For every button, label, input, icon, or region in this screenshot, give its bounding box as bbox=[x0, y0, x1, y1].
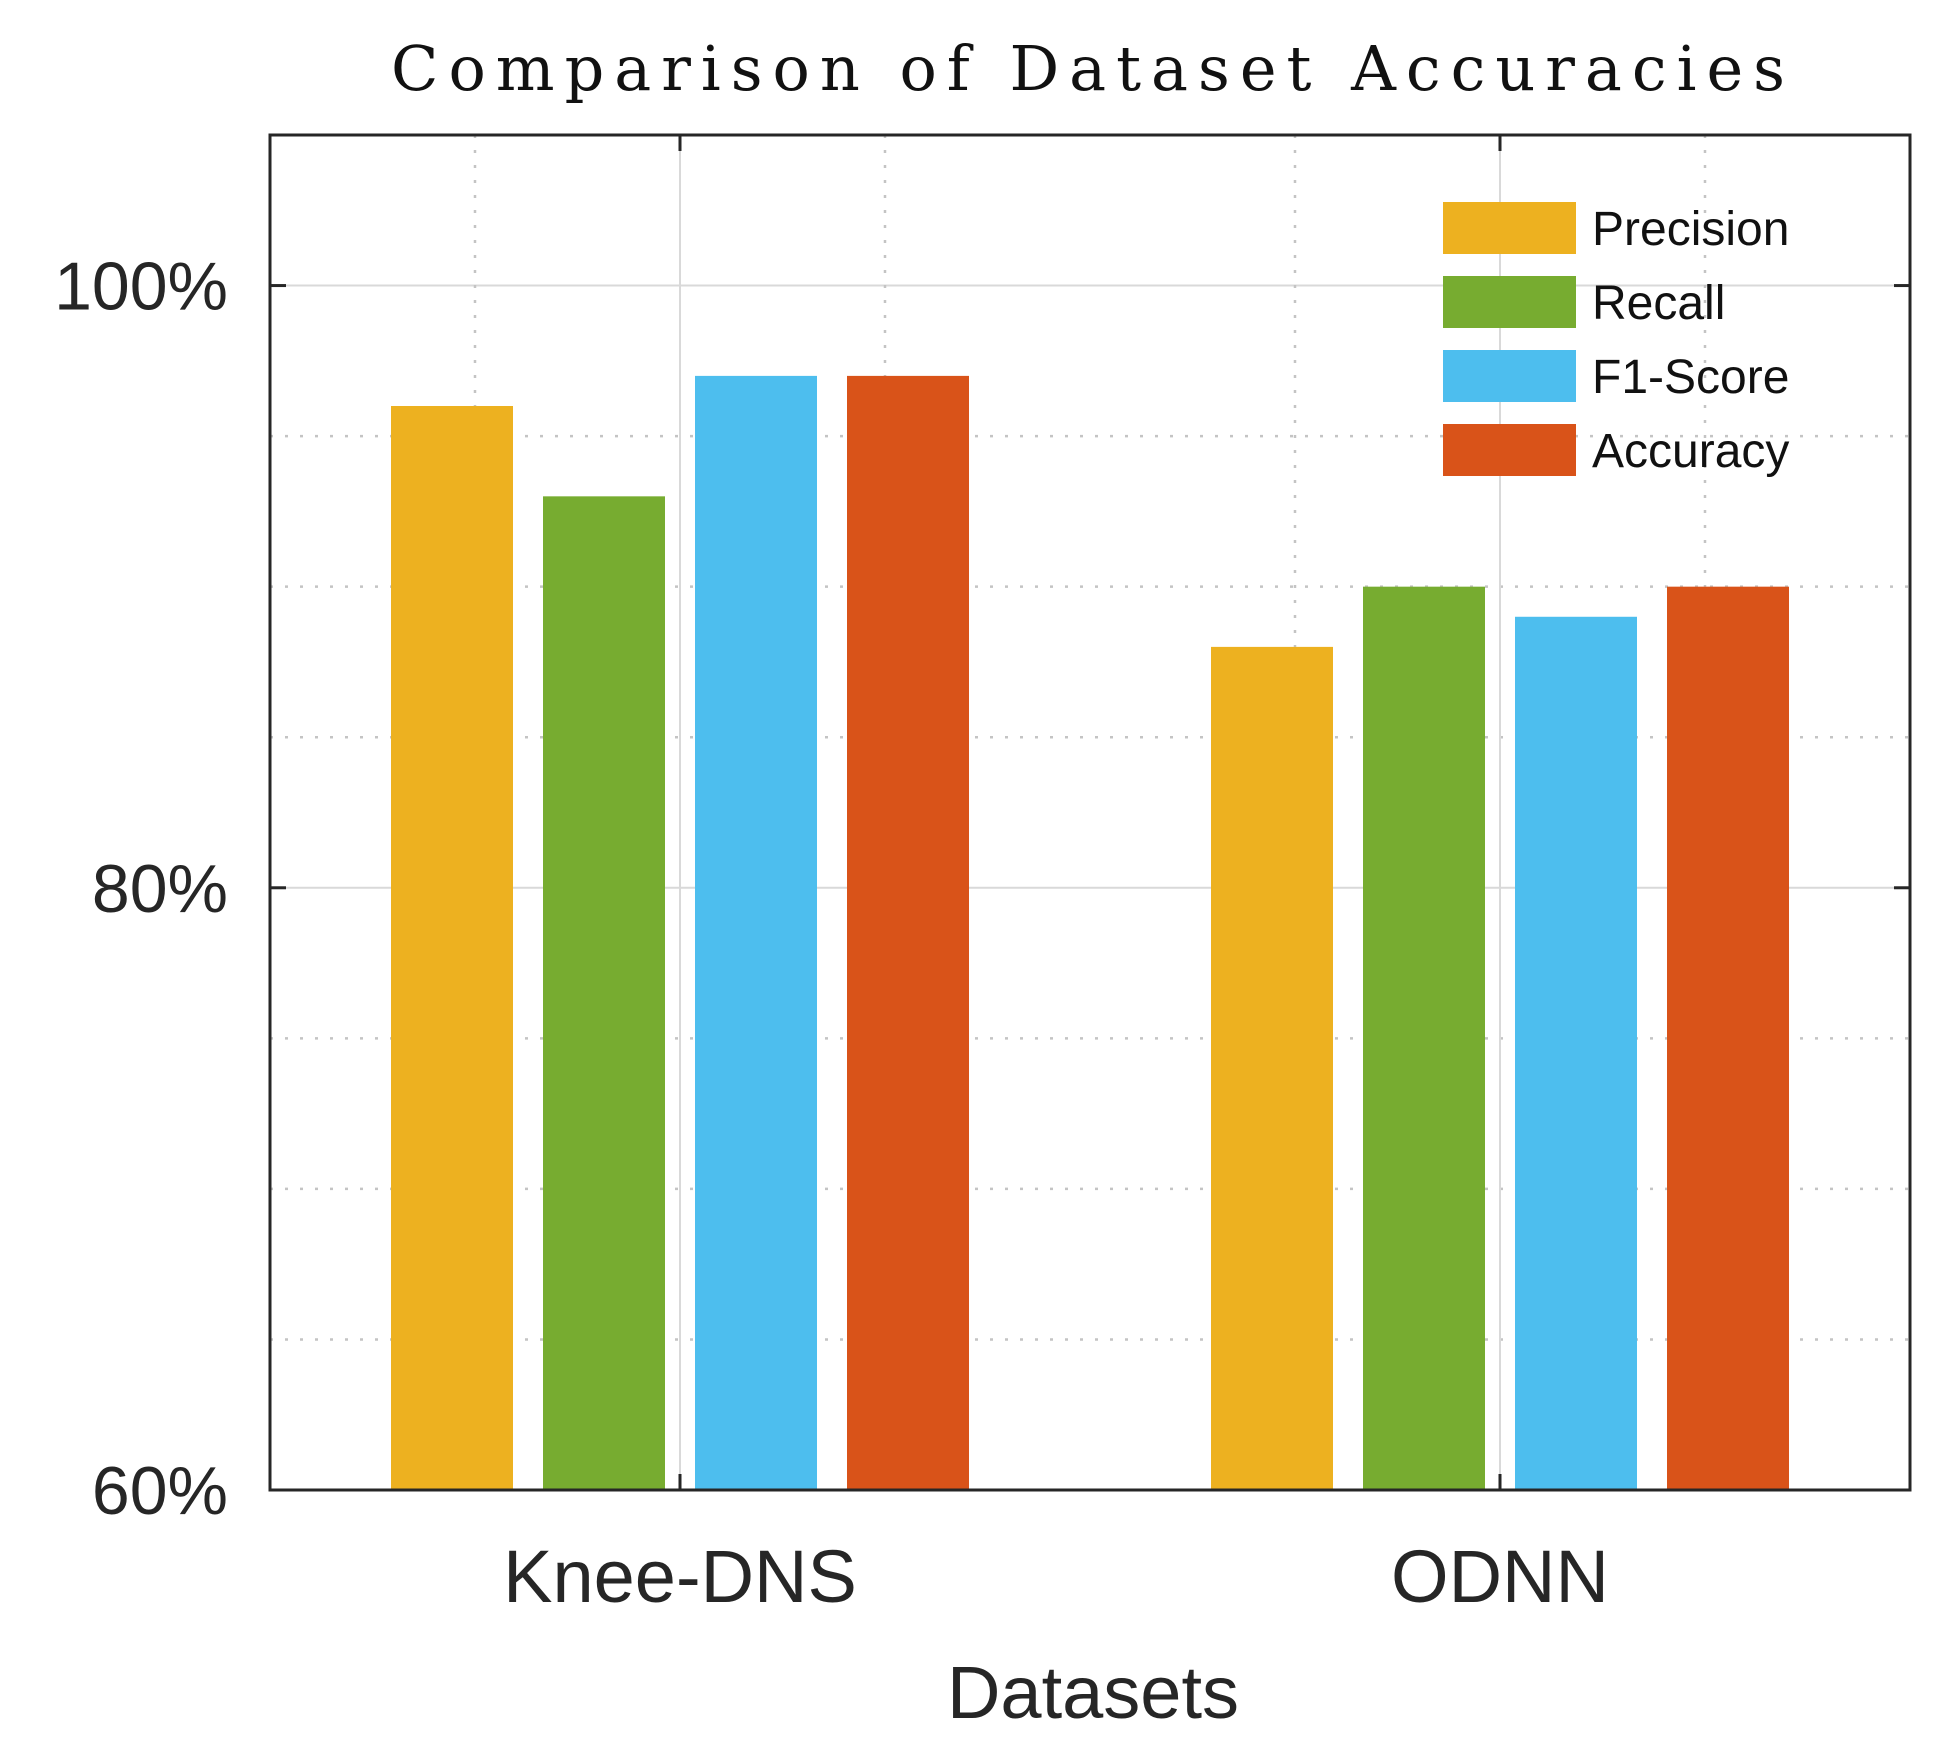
bar-precision bbox=[391, 406, 513, 1490]
x-axis-label: Datasets bbox=[947, 1651, 1239, 1734]
bar-accuracy bbox=[847, 375, 969, 1490]
legend-swatch bbox=[1443, 276, 1576, 328]
grid bbox=[270, 135, 1910, 1491]
bar-recall bbox=[1363, 586, 1485, 1490]
plot-area-frame bbox=[268, 133, 1912, 1492]
x-tick-label: Knee-DNS bbox=[503, 1535, 857, 1618]
axis-ticks: 60% 80% 100% Knee-DNS ODNN bbox=[54, 135, 1910, 1618]
legend-label: Precision bbox=[1592, 203, 1789, 256]
legend-swatch bbox=[1443, 202, 1576, 254]
bar-recall bbox=[543, 496, 665, 1490]
bar-precision bbox=[1211, 646, 1333, 1490]
legend-label: Recall bbox=[1592, 277, 1725, 330]
bar-f1-score bbox=[695, 375, 817, 1490]
bar-f1-score bbox=[1515, 616, 1637, 1490]
y-tick-label: 60% bbox=[92, 1453, 228, 1529]
bars bbox=[391, 375, 1789, 1490]
legend: Precision Recall F1-Score Accuracy bbox=[1443, 202, 1789, 478]
legend-label: F1-Score bbox=[1592, 351, 1789, 404]
legend-label: Accuracy bbox=[1592, 425, 1789, 478]
y-tick-label: 80% bbox=[92, 851, 228, 927]
y-tick-label: 100% bbox=[54, 249, 228, 325]
bar-accuracy bbox=[1667, 586, 1789, 1490]
x-tick-label: ODNN bbox=[1391, 1535, 1609, 1618]
legend-swatch bbox=[1443, 350, 1576, 402]
legend-swatch bbox=[1443, 424, 1576, 476]
chart-title: Comparison of Dataset Accuracies bbox=[391, 32, 1795, 105]
